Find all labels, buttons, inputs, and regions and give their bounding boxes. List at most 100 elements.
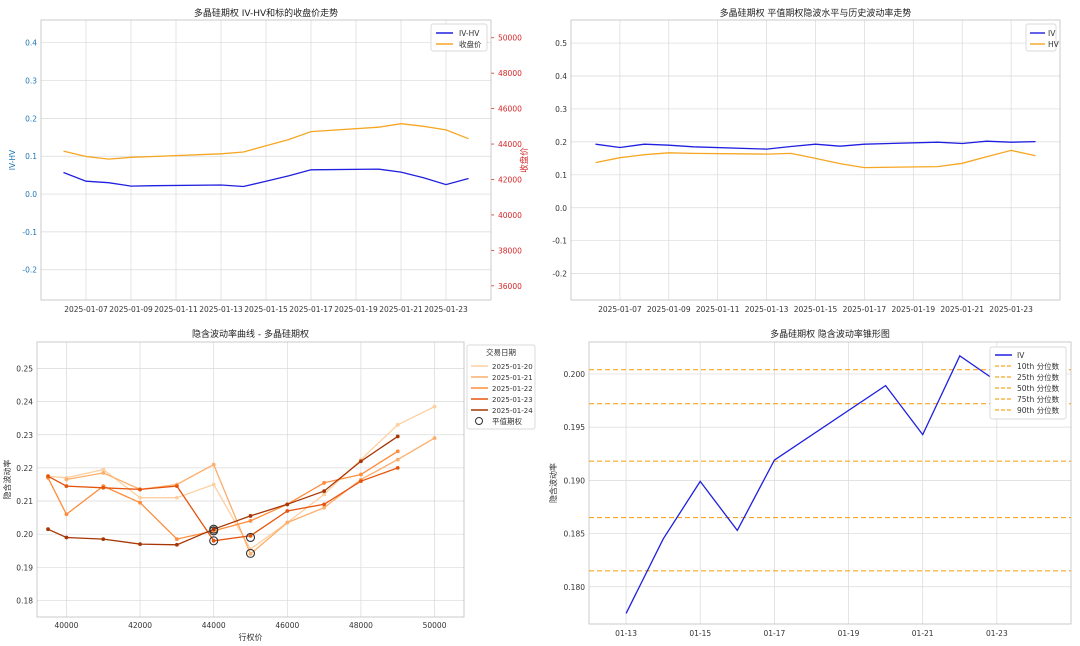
data-point	[285, 502, 290, 507]
legend-label: 2025-01-21	[492, 374, 533, 382]
legend-label: IV	[1048, 29, 1056, 38]
series-line-0	[625, 354, 998, 614]
y2-tick-label: 40000	[498, 211, 522, 220]
data-point	[46, 474, 50, 479]
y-axis-label: 隐含波动率	[548, 463, 558, 503]
x-tick-label: 2025-01-13	[745, 305, 789, 314]
data-point	[64, 477, 69, 482]
p4-plot-frame	[588, 341, 1072, 625]
x-tick-label: 2025-01-23	[989, 305, 1033, 314]
data-point	[395, 449, 400, 454]
series-line-0	[47, 406, 435, 551]
data-point	[285, 520, 290, 525]
x-tick-label: 2025-01-07	[64, 305, 108, 314]
data-point	[46, 527, 50, 532]
legend-atm-marker	[475, 417, 483, 425]
data-point	[64, 535, 69, 540]
x-axis-label: 行权价	[239, 632, 263, 642]
data-point	[174, 484, 179, 489]
data-point	[211, 538, 216, 543]
x-tick-label: 2025-01-07	[598, 305, 642, 314]
y-tick-label: 0.25	[16, 365, 33, 374]
y-tick-label: 0.2	[555, 138, 567, 147]
legend-label: 50th 分位数	[1017, 383, 1060, 393]
x-tick-label: 44000	[202, 621, 226, 630]
legend-label: 2025-01-23	[492, 396, 533, 404]
chart-iv-cone: 01-13 01-15 01-17 01-19 01-21 01-23 0.180 0.185…	[548, 328, 1072, 638]
data-point	[248, 514, 253, 518]
data-point	[248, 519, 253, 523]
x-tick-label: 50000	[423, 621, 447, 630]
x-tick-label: 2025-01-11	[696, 305, 740, 314]
y-tick-label: 0.190	[564, 476, 586, 485]
p2-plot-frame	[570, 19, 1061, 301]
y-tick-label: 0.5	[555, 39, 567, 48]
x-tick-label: 2025-01-15	[244, 305, 288, 314]
y2-tick-label: 38000	[498, 246, 522, 255]
x-tick-label: 01-15	[689, 629, 711, 638]
p3-plot-frame	[36, 341, 465, 618]
data-point	[138, 487, 142, 492]
data-point	[138, 495, 142, 500]
legend-label: 75th 分位数	[1017, 394, 1060, 404]
x-tick-label: 2025-01-17	[289, 305, 333, 314]
data-point	[64, 512, 69, 517]
data-point	[248, 533, 253, 538]
atm-marker	[245, 532, 256, 543]
y-axis-label: IV-HV	[8, 149, 17, 170]
x-tick-label: 2025-01-17	[843, 305, 887, 314]
legend-label: 收盘价	[459, 39, 482, 49]
data-point	[432, 436, 437, 440]
data-point	[174, 537, 179, 542]
x-tick-label: 2025-01-21	[940, 305, 984, 314]
y-tick-label: 0.20	[16, 530, 33, 539]
y-tick-label: -0.2	[22, 266, 37, 275]
y-tick-label: 0.4	[25, 39, 37, 48]
y-axis-label: 隐含波动率	[2, 460, 12, 500]
y2-tick-label: 46000	[498, 105, 522, 114]
data-point	[395, 466, 400, 470]
legend-label: 25th 分位数	[1017, 372, 1060, 382]
y-tick-label: 0.180	[564, 583, 586, 592]
data-point	[285, 509, 290, 513]
series-line-1	[63, 123, 469, 160]
y2-tick-label: 48000	[498, 69, 522, 78]
y2-tick-label: 36000	[498, 282, 522, 291]
data-point	[248, 552, 253, 556]
y-tick-label: -0.1	[22, 228, 37, 237]
x-tick-label: 2025-01-19	[892, 305, 936, 314]
data-point	[211, 527, 216, 532]
x-tick-label: 2025-01-13	[199, 305, 243, 314]
y-tick-label: 0.22	[16, 464, 33, 473]
atm-marker	[209, 536, 219, 546]
chart-title: 多晶硅期权 隐含波动率锥形图	[770, 328, 890, 340]
legend-label: 90th 分位数	[1017, 405, 1060, 415]
data-point	[359, 459, 363, 464]
legend-label: HV	[1048, 40, 1060, 49]
legend-label: 平值期权	[492, 416, 522, 426]
legend-label: IV	[1017, 351, 1025, 360]
y-tick-label: 0.0	[555, 204, 567, 213]
x-tick-label: 2025-01-09	[109, 305, 153, 314]
y-tick-label: 0.4	[555, 72, 567, 81]
x-tick-label: 2025-01-21	[379, 305, 423, 314]
x-tick-label: 2025-01-23	[424, 305, 468, 314]
data-point	[211, 462, 216, 467]
data-point	[101, 485, 106, 490]
data-point	[432, 404, 437, 409]
series-line-0	[63, 168, 469, 188]
data-point	[101, 537, 106, 542]
legend-title: 交易日期	[486, 347, 516, 357]
x-tick-label: 01-23	[986, 629, 1008, 638]
chart-title: 隐含波动率曲线 - 多晶硅期权	[192, 328, 309, 340]
x-tick-label: 2025-01-15	[794, 305, 838, 314]
data-point	[322, 492, 327, 497]
atm-marker	[245, 548, 256, 558]
y-tick-label: 0.24	[16, 398, 33, 407]
x-tick-label: 40000	[55, 621, 79, 630]
data-point	[138, 500, 142, 505]
data-point	[359, 472, 363, 477]
data-point	[101, 470, 106, 475]
data-point	[322, 489, 327, 493]
